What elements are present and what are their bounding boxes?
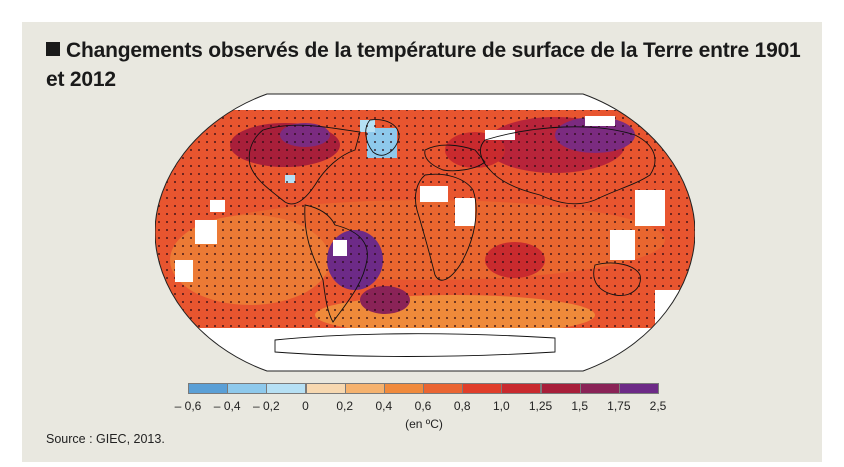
legend-color-bar [188, 383, 659, 396]
legend-tick-label: 0,8 [453, 399, 471, 413]
legend-swatch [423, 383, 464, 394]
legend-swatch [266, 383, 307, 394]
legend-tick-label: 0 [302, 399, 309, 413]
legend-tick-label: 1,5 [571, 399, 588, 413]
legend-tick-label: 1,75 [607, 399, 631, 413]
legend-swatch [305, 383, 346, 394]
title-square-icon [46, 42, 60, 56]
source-note: Source : GIEC, 2013. [46, 432, 165, 446]
figure-title: Changements observés de la température d… [46, 36, 806, 94]
legend-tick-label: 0,6 [414, 399, 432, 413]
color-legend: – 0,6 – 0,4 – 0,2 0 0,2 0,4 0,6 0,8 1,0 1,25 1,5 1,… [175, 383, 666, 431]
legend-swatch [618, 383, 659, 394]
globe-outline [155, 93, 695, 372]
legend-tick-label: – 0,6 [174, 399, 202, 413]
title-text: Changements observés de la température d… [46, 39, 801, 91]
coastlines [248, 119, 656, 357]
legend-swatch [344, 383, 385, 394]
legend-swatch [227, 383, 268, 394]
legend-swatch [188, 383, 229, 394]
legend-tick-label: – 0,4 [213, 399, 241, 413]
legend-tick-label: 2,5 [649, 399, 667, 413]
legend-swatch [501, 383, 542, 394]
legend-tick-label: 1,0 [492, 399, 510, 413]
dot-overlay [155, 108, 695, 330]
legend-tick-label: 0,2 [336, 399, 353, 413]
legend-swatch [462, 383, 503, 394]
world-temperature-map [155, 93, 695, 372]
legend-tick-label: 1,25 [528, 399, 553, 413]
legend-swatch [540, 383, 581, 394]
legend-swatch [579, 383, 620, 394]
legend-unit: (en ºC) [405, 417, 443, 431]
legend-swatch [383, 383, 424, 394]
legend-tick-label: – 0,2 [252, 399, 280, 413]
legend-tick-label: 0,4 [375, 399, 393, 413]
